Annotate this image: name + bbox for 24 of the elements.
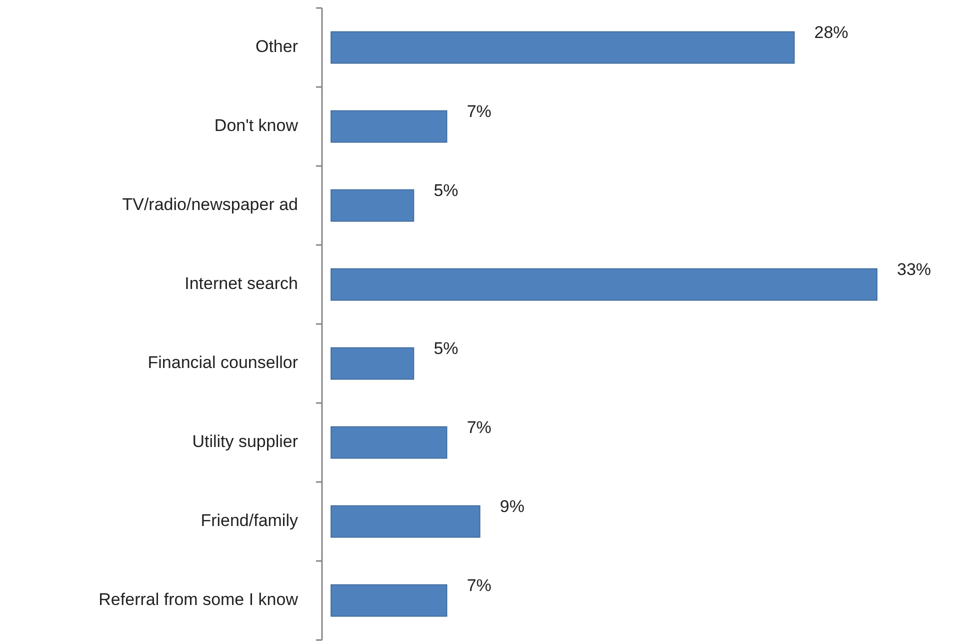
- data-label: 7%: [466, 102, 492, 122]
- y-tick-label: Internet search: [184, 274, 298, 293]
- bar: [330, 189, 414, 222]
- data-label: 7%: [466, 418, 492, 438]
- data-label: 7%: [466, 576, 492, 596]
- bar: [330, 110, 448, 143]
- bar: [330, 268, 878, 301]
- bar: [330, 31, 795, 64]
- y-tick-label: Other: [255, 36, 298, 56]
- data-label: 9%: [500, 497, 524, 516]
- data-label: 5%: [434, 181, 458, 200]
- bar: [330, 505, 480, 538]
- y-tick-label: Utility supplier: [192, 432, 298, 451]
- y-tick-label: Financial counsellor: [148, 352, 298, 372]
- bar: [330, 347, 414, 380]
- data-label: 28%: [814, 23, 848, 42]
- y-tick-label: Friend/family: [200, 510, 298, 530]
- bar: [330, 426, 448, 459]
- bar: [330, 584, 448, 617]
- data-label: 5%: [434, 339, 458, 358]
- y-tick-label: TV/radio/newspaper ad: [122, 194, 298, 214]
- y-tick-label: Don't know: [214, 116, 299, 135]
- data-label: 33%: [897, 260, 932, 280]
- y-tick-label: Referral from some I know: [98, 590, 299, 609]
